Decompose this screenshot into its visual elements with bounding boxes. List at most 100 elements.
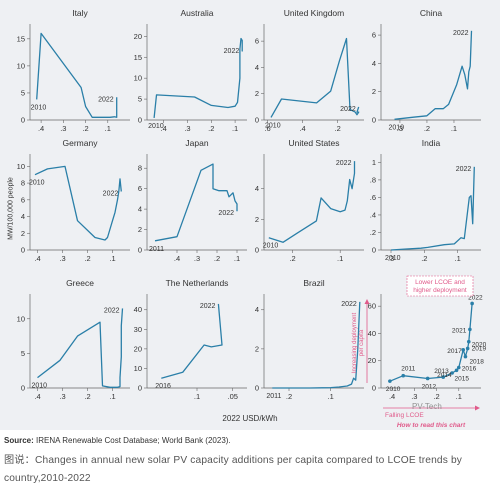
start-year-label: 2011: [266, 393, 281, 400]
series-line: [34, 165, 122, 241]
x-tick-label: .4: [38, 124, 44, 133]
annotation-box-text: higher deployment: [413, 287, 467, 294]
point-year-label: 2013: [434, 368, 449, 375]
end-year-label: 2022: [341, 301, 357, 308]
point-year-label: 2019: [472, 345, 487, 352]
panel-title: Greece: [66, 278, 94, 288]
x-tick-label: .4: [389, 392, 395, 401]
data-point: [425, 376, 430, 381]
y-tick-label: 0: [255, 116, 259, 125]
y-tick-label: 4: [21, 212, 25, 221]
start-year-label: 2010: [31, 104, 47, 111]
panel-australia: Australia .4 .3 .2 .1 0 5 10 15 20 2010 2022: [134, 8, 247, 133]
y-tick-label: 10: [134, 364, 142, 373]
lcoe-arrow-label: Falling LCOE: [385, 412, 424, 419]
panel-china: China .3 .2 .1 0 2 4 6 2010 2022: [372, 8, 481, 133]
y-tick-label: 4: [255, 63, 259, 72]
panel-title: India: [422, 138, 441, 148]
x-tick-label: .1: [232, 124, 238, 133]
y-tick-label: 2: [255, 89, 259, 98]
series-line: [270, 37, 360, 118]
end-year-label: 2022: [456, 166, 472, 173]
point-year-label: 2017: [447, 348, 462, 355]
y-tick-label: .4: [370, 210, 376, 219]
x-axis-label: 2022 USD/kWh: [222, 414, 278, 423]
x-tick-label: .05: [227, 392, 237, 401]
series-line: [153, 37, 243, 118]
panel-greece: Greece .4 .3 .2 .1 0 5 10 2010 2022: [17, 278, 130, 401]
y-tick-label: 15: [134, 53, 142, 62]
point-year-label: 2018: [469, 359, 484, 366]
source-line: Source: IRENA Renewable Cost Database; W…: [4, 436, 231, 445]
panel-title: Brazil: [303, 278, 324, 288]
y-tick-label: 5: [21, 88, 25, 97]
x-tick-label: .3: [59, 254, 65, 263]
start-year-label: 2010: [385, 255, 401, 262]
y-tick-label: 40: [134, 305, 142, 314]
data-point: [468, 327, 472, 332]
y-tick-label: 15: [17, 34, 25, 43]
data-point: [463, 354, 468, 359]
x-tick-label: .2: [84, 254, 90, 263]
x-tick-label: .3: [388, 254, 394, 263]
x-tick-label: .1: [234, 254, 240, 263]
y-tick-label: 1: [372, 158, 376, 167]
x-tick-label: .1: [455, 254, 461, 263]
figure-background: Italy .4.3.2.1 0 5 10 15 2010 2022 Australia .4.3…: [0, 0, 500, 430]
y-tick-label: 2: [21, 229, 25, 238]
data-point: [441, 375, 446, 379]
point-year-label: 2011: [401, 366, 415, 373]
y-tick-label: 5: [138, 95, 142, 104]
panel-title: Japan: [185, 138, 208, 148]
panel-brazil: Brazil .2 .1 0 2 4 2011 2022: [255, 278, 364, 401]
start-year-label: 2016: [155, 383, 171, 390]
panel-title: China: [420, 8, 442, 18]
y-tick-label: 0: [21, 116, 25, 125]
end-year-label: 2022: [200, 303, 216, 310]
y-tick-label: 2: [138, 225, 142, 234]
data-point: [470, 301, 474, 306]
x-tick-label: .2: [82, 124, 88, 133]
x-tick-label: .4: [34, 392, 40, 401]
y-tick-label: 40: [368, 329, 376, 338]
figure-caption: 图说：Changes in annual new solar PV capaci…: [4, 455, 463, 484]
watermark: PV-Tech: [412, 402, 442, 411]
point-year-label: 2014: [437, 372, 452, 379]
y-tick-label: 4: [255, 184, 259, 193]
x-tick-label: .3: [60, 124, 66, 133]
y-tick-label: .8: [370, 175, 376, 184]
x-tick-label: .3: [184, 124, 190, 133]
x-tick-label: .1: [109, 254, 115, 263]
x-tick-label: .3: [194, 254, 200, 263]
series-line: [394, 30, 473, 120]
data-point: [465, 346, 470, 351]
y-tick-label: 0: [372, 246, 376, 255]
small-multiples-chart: Italy.4.3.2.105101520102022Australia.4.3…: [17, 8, 487, 429]
y-tick-label: 4: [138, 205, 142, 214]
how-to-read-label: How to read this chart: [397, 422, 466, 429]
series-line: [268, 161, 356, 243]
panel-japan: Japan .4 .3 .2 .1 0 2 4 6 8 2011 2022: [138, 138, 247, 263]
x-tick-label: .2: [424, 124, 430, 133]
x-tick-label: .1: [194, 392, 200, 401]
panel-title: United States: [288, 138, 339, 148]
x-tick-label: .4: [161, 124, 167, 133]
x-tick-label: .2: [208, 124, 214, 133]
y-tick-label: 0: [21, 384, 25, 393]
point-year-label: 2021: [452, 327, 467, 334]
x-tick-label: .1: [105, 124, 111, 133]
point-year-label: 2022: [468, 294, 483, 301]
y-tick-label: 6: [21, 195, 25, 204]
x-tick-label: .4: [34, 254, 40, 263]
x-tick-label: .2: [433, 392, 439, 401]
end-year-label: 2022: [224, 48, 240, 55]
x-tick-label: .1: [328, 392, 334, 401]
start-year-label: 2010: [32, 383, 48, 390]
start-year-label: 2010: [29, 180, 45, 187]
y-tick-label: 8: [138, 164, 142, 173]
y-tick-label: 6: [138, 184, 142, 193]
data-point: [401, 373, 406, 378]
deployment-arrow-label: Increasing deploymentper capita: [352, 312, 365, 373]
panel-italy: Italy .4 .3 .2 .1 0 5 10 15 2010 2022: [17, 8, 130, 133]
y-tick-label: 2: [372, 87, 376, 96]
